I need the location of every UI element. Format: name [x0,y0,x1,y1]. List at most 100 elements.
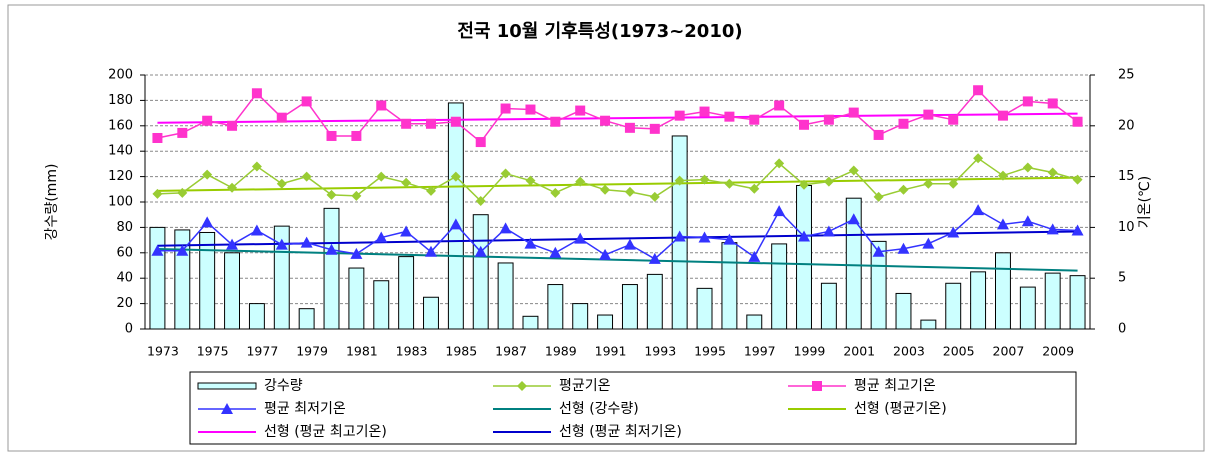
x-tick-label: 1975 [197,344,229,359]
bar [820,282,837,330]
legend-label: 선형 (평균기온) [854,401,947,417]
y-tick-label: 80 [116,220,133,235]
marker [424,245,437,257]
y2-tick-label: 25 [1118,68,1135,83]
marker [723,233,736,245]
x-tick-label: 2005 [943,344,975,359]
marker [674,110,685,121]
marker [748,250,761,262]
chart-title: 전국 10월 기후특성(1973~2010) [457,21,742,42]
marker [474,245,487,257]
marker [1022,162,1033,173]
x-tick-label: 1999 [794,344,826,359]
y-tick-label: 160 [108,118,133,133]
marker [898,184,909,195]
marker [873,191,884,202]
marker [326,130,337,141]
bar [1019,286,1036,330]
marker [425,118,436,129]
marker [500,103,511,114]
marker [475,137,486,148]
marker [376,171,387,182]
line [157,209,1078,260]
bar [472,214,489,330]
bar [895,292,912,330]
y2-tick-label: 10 [1118,220,1135,235]
marker [450,171,461,182]
x-tick-label: 1993 [644,344,676,359]
marker [202,169,213,180]
bar [621,284,638,330]
marker [325,243,338,255]
marker [525,104,536,115]
marker [401,118,412,129]
marker [1047,167,1058,178]
marker [749,183,760,194]
marker [300,236,313,248]
marker [773,205,786,217]
marker [425,185,436,196]
bar [721,242,738,330]
legend-swatch [197,382,257,390]
legend-label: 평균 최저기온 [264,401,346,417]
marker [574,232,587,244]
marker [276,112,287,123]
y2-tick-label: 0 [1118,322,1126,337]
marker [1022,96,1033,107]
marker [151,244,164,256]
legend-label: 강수량 [264,378,303,394]
marker [475,195,486,206]
x-tick-label: 1973 [147,344,179,359]
bar [423,296,439,330]
marker [799,119,810,130]
marker [550,116,561,127]
bar [1069,275,1086,330]
bar [348,267,365,330]
y-tick-label: 100 [108,195,133,210]
marker [450,116,461,127]
bar [920,319,937,330]
marker [600,115,611,126]
marker [301,96,312,107]
legend-label: 선형 (평균 최고기온) [264,424,387,440]
marker [177,187,188,198]
marker [674,175,685,186]
marker [152,188,163,199]
marker [649,123,660,134]
marker [250,224,263,236]
marker [822,225,835,237]
bar [298,308,315,330]
marker [897,242,910,254]
x-tick-label: 1983 [396,344,428,359]
marker [227,182,238,193]
marker [749,114,760,125]
marker [599,248,612,260]
marker [550,187,561,198]
bar [870,240,887,330]
marker [972,204,985,216]
bar [945,282,962,330]
marker [221,403,233,414]
marker [997,110,1008,121]
marker [1072,116,1083,127]
marker [774,158,785,169]
bar [248,303,265,330]
x-tick-label: 2003 [893,344,925,359]
marker [251,161,262,172]
bar [497,262,514,330]
marker [823,176,834,187]
bar [522,315,539,330]
y2-tick-label: 5 [1118,271,1126,286]
marker [201,216,214,228]
marker [997,170,1008,181]
marker [847,213,860,225]
marker [898,118,909,129]
marker [699,174,710,185]
marker [400,225,413,237]
marker [872,245,885,257]
bar [572,303,589,330]
x-tick-label: 1995 [694,344,726,359]
marker [724,111,735,122]
x-tick-label: 2007 [993,344,1025,359]
